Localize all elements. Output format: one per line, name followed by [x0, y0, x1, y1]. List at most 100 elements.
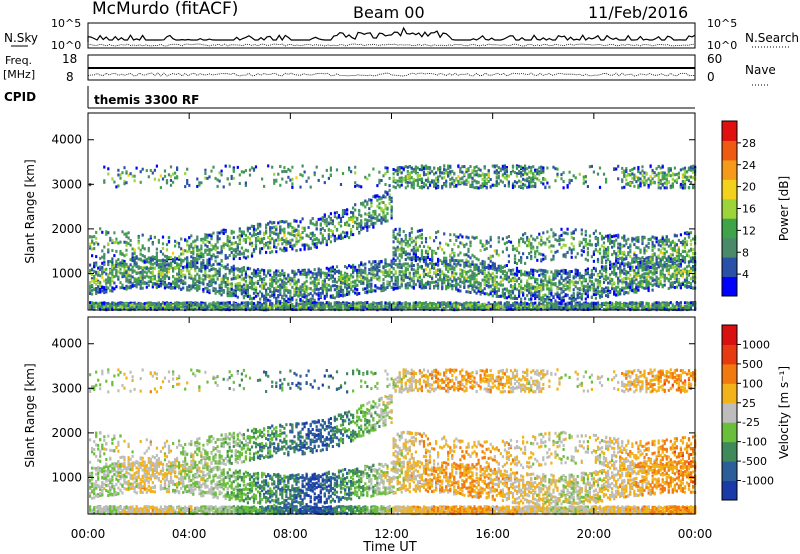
range-gate-cell [362, 201, 365, 205]
range-gate-cell [400, 183, 403, 187]
range-gate-cell [165, 243, 169, 247]
range-gate-cell [159, 250, 162, 254]
range-gate-cell [366, 284, 369, 287]
range-gate-cell [309, 292, 312, 296]
range-gate-cell [151, 270, 154, 274]
range-gate-cell [159, 284, 162, 288]
range-gate-cell [433, 182, 436, 186]
range-gate-cell [356, 268, 359, 272]
range-gate-cell [210, 248, 213, 252]
range-gate-cell [382, 288, 385, 292]
range-gate-cell [157, 284, 160, 288]
range-gate-cell [222, 290, 225, 294]
range-gate-cell [129, 243, 132, 247]
range-gate-cell [441, 278, 444, 282]
range-gate-cell [141, 273, 144, 277]
range-gate-cell [467, 275, 470, 279]
range-gate-cell [224, 267, 227, 271]
range-gate-cell [339, 282, 343, 286]
range-gate-cell [473, 268, 476, 271]
range-gate-cell [216, 184, 219, 188]
range-gate-cell [445, 287, 448, 291]
range-gate-cell [420, 228, 423, 232]
range-gate-cell [396, 256, 399, 260]
range-gate-cell [380, 216, 383, 220]
range-gate-cell [289, 224, 292, 228]
range-gate-cell [382, 266, 385, 270]
range-gate-cell [99, 290, 102, 294]
range-gate-cell [439, 241, 442, 245]
range-gate-cell [275, 250, 278, 254]
range-gate-cell [341, 281, 345, 285]
range-gate-cell [366, 273, 369, 277]
range-gate-cell [188, 247, 191, 251]
range-gate-cell [366, 200, 369, 204]
range-gate-cell [157, 259, 160, 262]
range-gate-cell [388, 263, 391, 267]
range-gate-cell [321, 304, 324, 308]
range-gate-cell [196, 304, 199, 308]
range-gate-cell [101, 265, 104, 269]
range-gate-cell [303, 305, 306, 309]
range-gate-cell [224, 254, 227, 257]
range-gate-cell [273, 278, 276, 282]
range-gate-cell [159, 259, 162, 263]
range-gate-cell [131, 174, 134, 178]
range-gate-cell [313, 173, 316, 177]
range-gate-cell [232, 292, 235, 295]
range-gate-cell [230, 287, 233, 291]
range-gate-cell [202, 237, 205, 241]
range-gate-cell [127, 280, 130, 284]
range-gate-cell [252, 249, 256, 253]
range-gate-cell [447, 174, 450, 178]
range-gate-cell [416, 172, 419, 176]
range-gate-cell [133, 179, 136, 183]
range-gate-cell [402, 251, 405, 254]
range-gate-cell [410, 262, 413, 266]
range-gate-cell [418, 229, 421, 233]
range-gate-cell [471, 235, 474, 239]
range-gate-cell [240, 273, 243, 277]
range-gate-cell [242, 301, 245, 305]
range-gate-cell [404, 284, 407, 288]
range-gate-cell [382, 307, 385, 311]
range-gate-cell [465, 235, 468, 239]
range-gate-cell [416, 166, 419, 170]
range-gate-cell [447, 265, 450, 269]
range-gate-cell [192, 305, 195, 308]
range-gate-cell [153, 261, 156, 265]
range-gate-cell [459, 181, 462, 185]
range-gate-cell [206, 253, 209, 257]
range-gate-cell [91, 304, 94, 308]
range-gate-cell [252, 274, 256, 278]
range-gate-cell [459, 170, 462, 174]
range-gate-cell [467, 260, 470, 264]
range-gate-cell [309, 298, 312, 302]
range-gate-cell [224, 283, 227, 287]
range-gate-cell [321, 289, 324, 293]
range-gate-cell [305, 243, 308, 247]
range-gate-cell [105, 230, 108, 234]
range-gate-cell [341, 209, 345, 212]
range-gate-cell [198, 248, 201, 252]
range-gate-cell [406, 264, 409, 268]
range-gate-cell [220, 173, 223, 177]
range-gate-cell [392, 235, 395, 239]
range-gate-cell [127, 265, 130, 269]
range-gate-cell [301, 288, 304, 292]
range-gate-cell [402, 270, 405, 274]
range-gate-cell [125, 271, 128, 275]
range-gate-cell [323, 303, 326, 307]
range-gate-cell [269, 306, 272, 310]
range-gate-cell [269, 241, 272, 245]
range-gate-cell [350, 227, 353, 231]
range-gate-cell [335, 237, 339, 241]
range-gate-cell [362, 226, 365, 230]
range-gate-cell [123, 180, 126, 183]
range-gate-cell [121, 302, 124, 306]
range-gate-cell [281, 269, 284, 273]
range-gate-cell [216, 275, 219, 279]
range-gate-cell [115, 261, 118, 265]
range-gate-cell [267, 292, 270, 296]
range-gate-cell [240, 285, 243, 289]
